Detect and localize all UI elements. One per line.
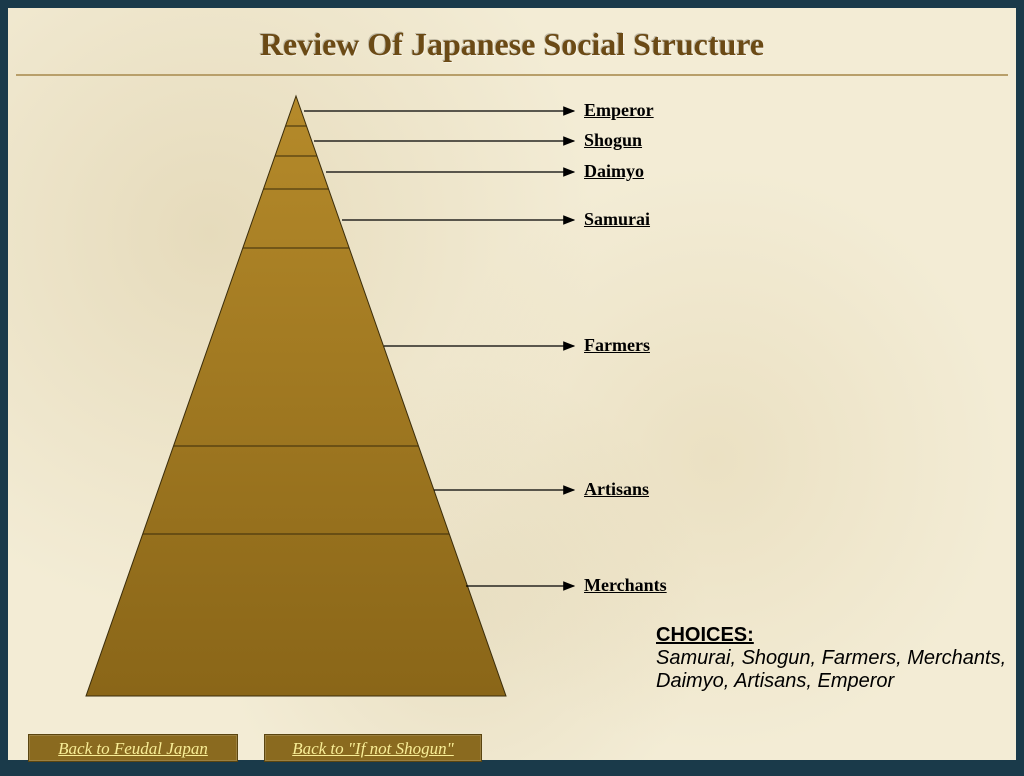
slide-frame: Review Of Japanese Social Structure Empe… — [8, 8, 1016, 760]
choices-block: CHOICES: Samurai, Shogun, Farmers, Merch… — [656, 624, 1016, 693]
level-label-farmers[interactable]: Farmers — [584, 335, 650, 356]
level-label-emperor[interactable]: Emperor — [584, 100, 654, 121]
level-label-daimyo[interactable]: Daimyo — [584, 161, 644, 182]
back-if-not-shogun-label: Back to "If not Shogun" — [292, 739, 454, 758]
back-feudal-japan-button[interactable]: Back to Feudal Japan — [28, 734, 238, 762]
choices-body: Samurai, Shogun, Farmers, Merchants, Dai… — [656, 647, 1016, 693]
level-label-merchants[interactable]: Merchants — [584, 575, 667, 596]
level-label-artisans[interactable]: Artisans — [584, 479, 649, 500]
back-feudal-japan-label: Back to Feudal Japan — [58, 739, 208, 758]
content-area: Emperor Shogun Daimyo Samurai Farmers Artisan… — [16, 74, 1008, 752]
back-if-not-shogun-button[interactable]: Back to "If not Shogun" — [264, 734, 482, 762]
level-label-shogun[interactable]: Shogun — [584, 130, 642, 151]
level-label-samurai[interactable]: Samurai — [584, 209, 650, 230]
page-title: Review Of Japanese Social Structure — [8, 26, 1016, 63]
choices-title: CHOICES: — [656, 624, 1016, 647]
